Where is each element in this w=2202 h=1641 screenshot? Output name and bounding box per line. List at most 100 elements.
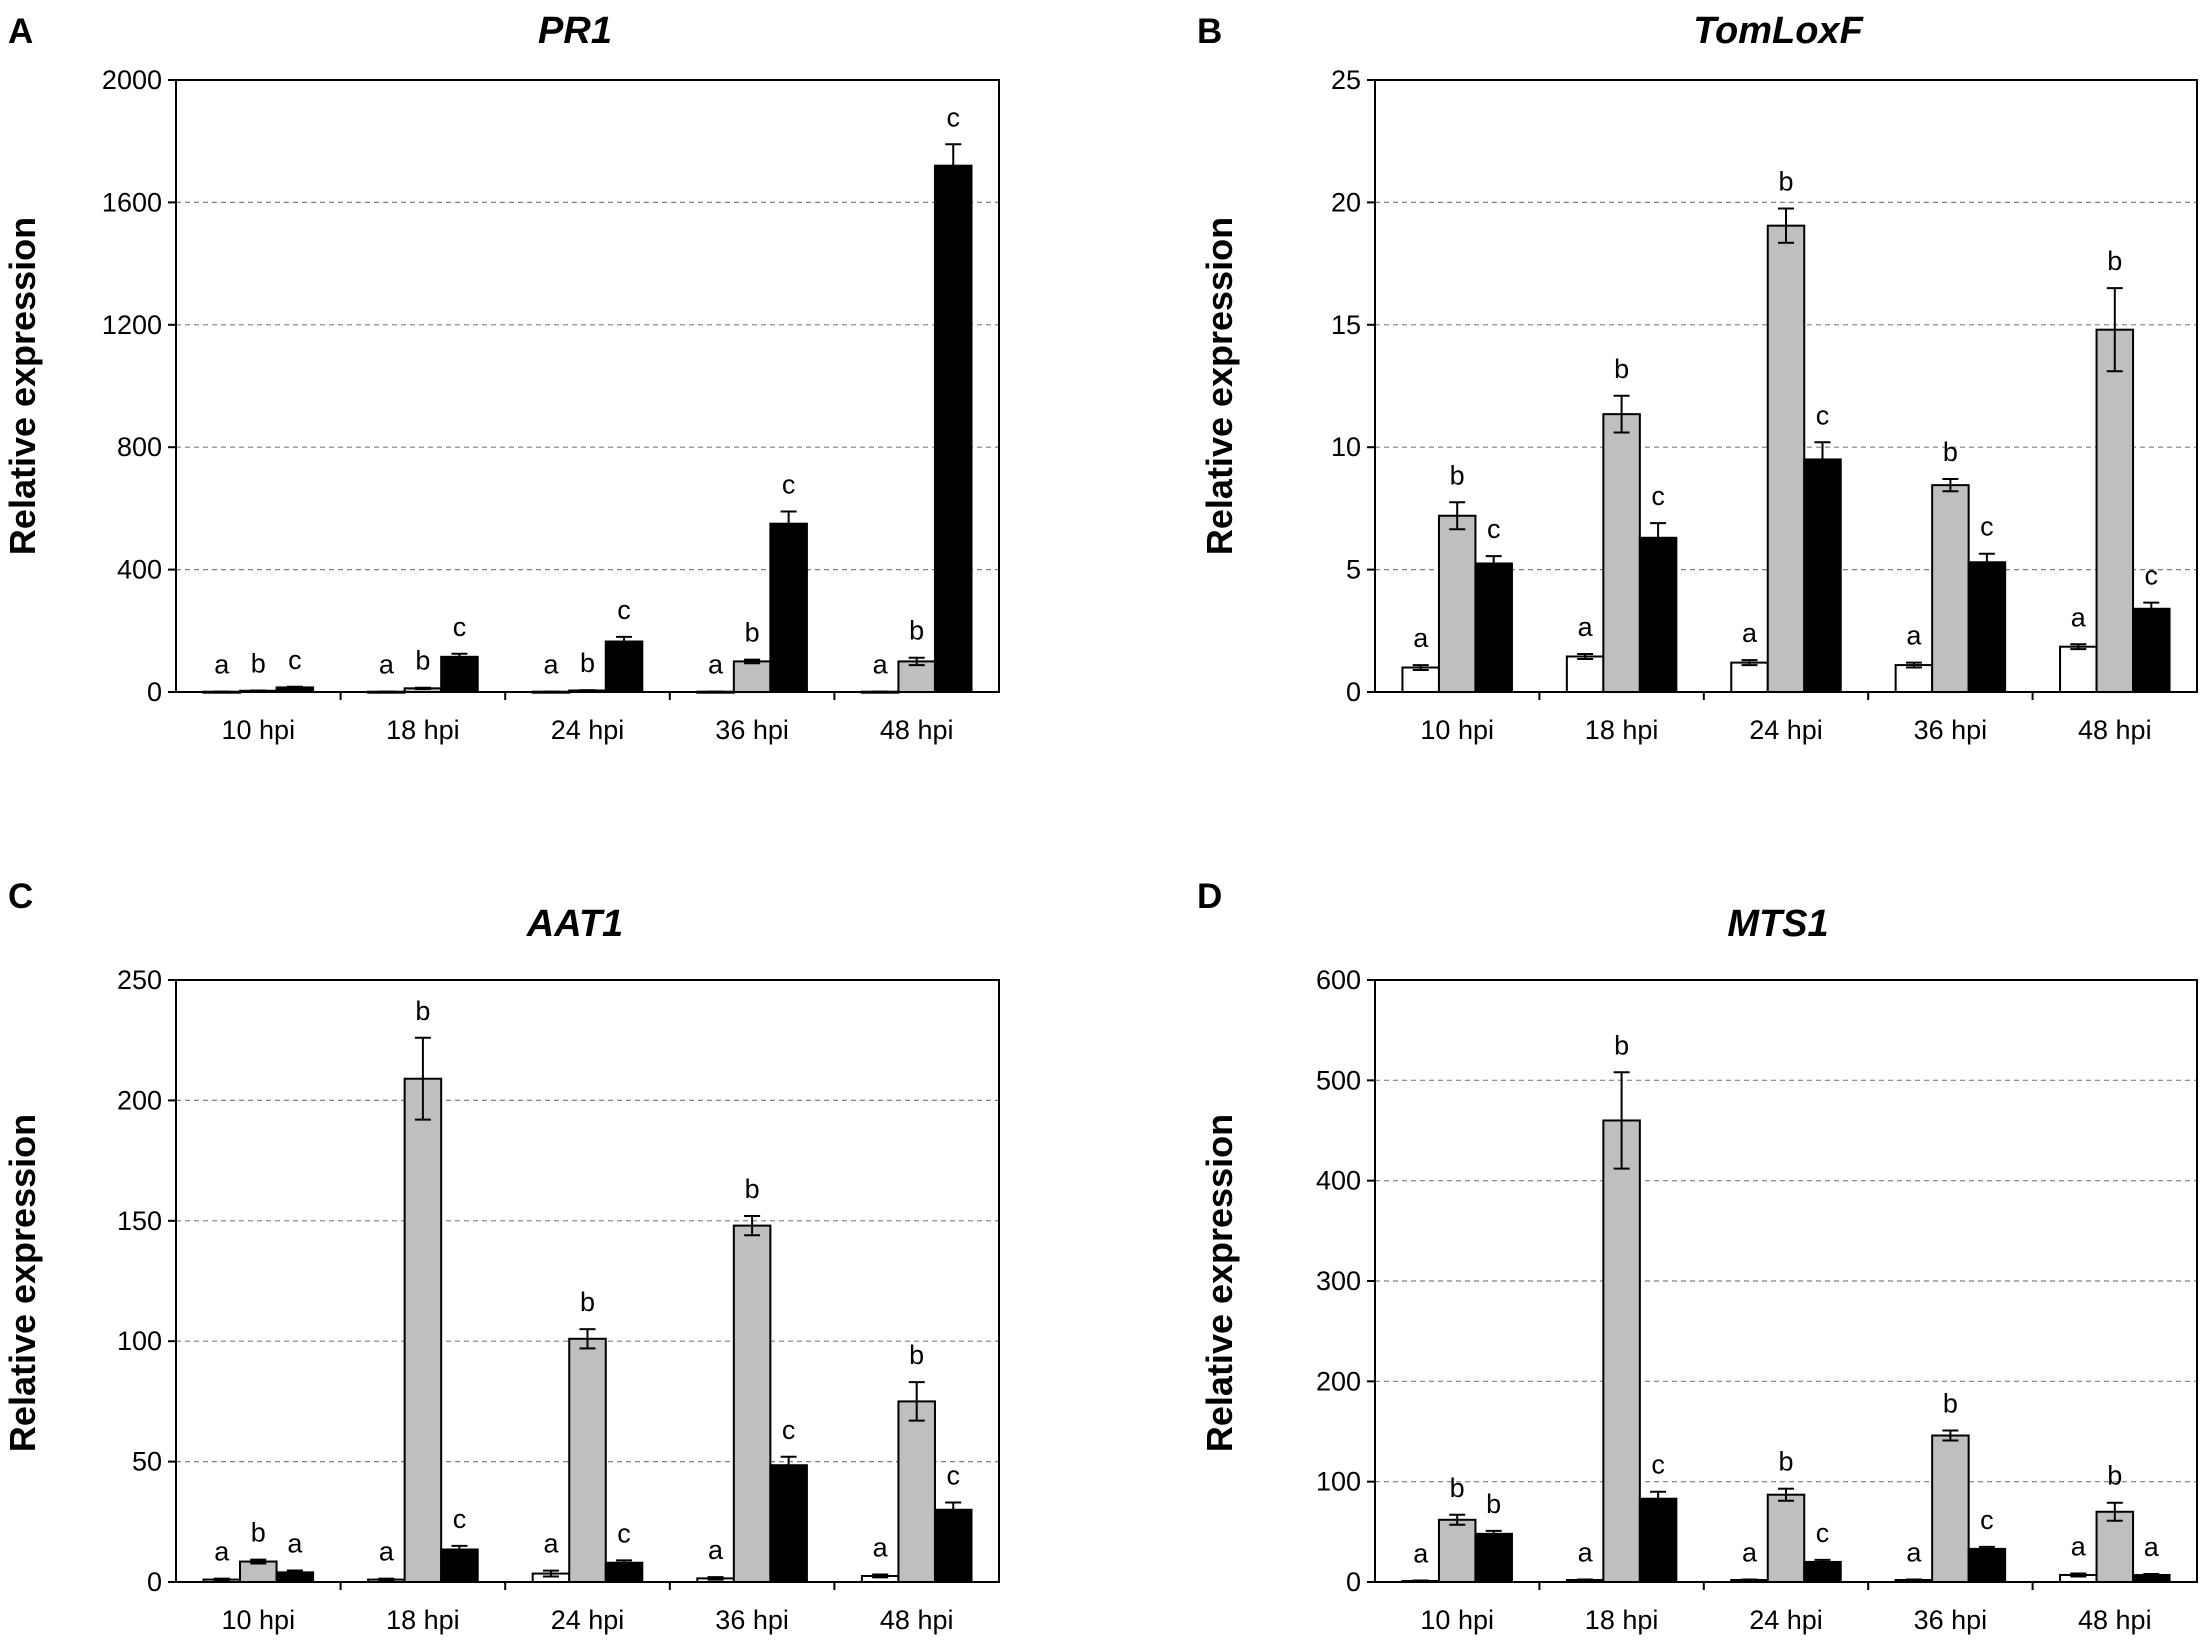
- bar-gray: [568, 1337, 607, 1583]
- y-tick-label: 10: [1331, 432, 1361, 462]
- x-tick-label: 48 hpi: [2078, 1605, 2152, 1635]
- bar-gray: [732, 660, 772, 694]
- bar-black: [933, 164, 973, 693]
- panel-b: B TomLoxF Relative expression 0 5 10 15 20 25 10 …: [1197, 10, 2198, 745]
- significance-letter: b: [745, 618, 760, 648]
- significance-letter: b: [909, 616, 924, 646]
- significance-letter: b: [415, 646, 430, 676]
- bar-black: [1474, 562, 1513, 693]
- bar-gray: [1437, 1518, 1477, 1583]
- x-tick-label: 10 hpi: [222, 1605, 296, 1635]
- y-tick-label: 25: [1331, 65, 1361, 95]
- significance-letter: c: [1980, 1505, 1994, 1535]
- significance-letter: c: [453, 612, 467, 642]
- bar-black: [440, 1548, 479, 1583]
- y-tick-label: 0: [147, 1567, 162, 1597]
- significance-letter: b: [745, 1174, 760, 1204]
- significance-letter: b: [2107, 1461, 2122, 1491]
- y-tick-label: 400: [1316, 1166, 1361, 1196]
- significance-letter: a: [379, 1537, 395, 1567]
- y-tick-label: 15: [1331, 310, 1361, 340]
- significance-letter: a: [1413, 623, 1429, 653]
- x-tick-label: 18 hpi: [386, 715, 460, 745]
- significance-letter: c: [617, 595, 631, 625]
- significance-letter: b: [2107, 246, 2122, 276]
- panel-letter: D: [1197, 877, 1222, 916]
- panel-letter: A: [8, 12, 33, 51]
- y-tick-label: 0: [1346, 1567, 1361, 1597]
- bar-gray: [732, 1224, 772, 1583]
- significance-letter: b: [1614, 1030, 1629, 1060]
- significance-letter: b: [1614, 354, 1629, 384]
- significance-letter: c: [453, 1504, 467, 1534]
- bar-gray: [1437, 514, 1477, 694]
- y-tick-label: 100: [1316, 1467, 1361, 1497]
- bar-gray: [897, 1400, 936, 1584]
- x-tick-label: 36 hpi: [1914, 1605, 1988, 1635]
- x-tick-label: 10 hpi: [222, 715, 296, 745]
- bar-black: [2132, 607, 2171, 694]
- bar-gray: [1931, 1434, 1970, 1583]
- bar-black: [1638, 536, 1678, 693]
- x-tick-label: 24 hpi: [551, 715, 625, 745]
- bar-black: [1474, 1532, 1513, 1583]
- x-tick-label: 18 hpi: [1585, 1605, 1659, 1635]
- y-axis-label: Relative expression: [1199, 217, 1240, 555]
- significance-letter: a: [2144, 1532, 2160, 1562]
- bar-gray: [2095, 1510, 2135, 1584]
- significance-letter: c: [288, 645, 302, 675]
- x-tick-label: 10 hpi: [1420, 715, 1494, 745]
- y-tick-label: 1200: [102, 310, 162, 340]
- panel-letter: C: [8, 877, 33, 916]
- significance-letter: c: [1651, 1450, 1665, 1480]
- significance-letter: c: [2145, 561, 2159, 591]
- y-tick-label: 500: [1316, 1065, 1361, 1095]
- significance-letter: a: [708, 1535, 724, 1565]
- chart-title: MTS1: [1727, 903, 1828, 945]
- significance-letter: b: [1778, 1447, 1793, 1477]
- bar-gray: [2095, 328, 2135, 693]
- y-tick-label: 50: [132, 1447, 162, 1477]
- bar-white: [2059, 645, 2098, 693]
- significance-letter: a: [1742, 618, 1758, 648]
- significance-letter: c: [1487, 514, 1501, 544]
- y-axis-label: Relative expression: [2, 217, 43, 555]
- significance-letter: b: [1450, 460, 1465, 490]
- significance-letter: a: [379, 650, 395, 680]
- chart-title: AAT1: [526, 903, 623, 945]
- y-axis-label: Relative expression: [1199, 1114, 1240, 1452]
- significance-letter: a: [214, 650, 230, 680]
- x-tick-label: 24 hpi: [1749, 715, 1823, 745]
- significance-letter: a: [543, 1529, 559, 1559]
- x-tick-label: 48 hpi: [2078, 715, 2152, 745]
- x-tick-label: 48 hpi: [880, 715, 954, 745]
- bar-gray: [403, 1077, 443, 1584]
- y-axis-label: Relative expression: [2, 1114, 43, 1452]
- y-tick-label: 600: [1316, 965, 1361, 995]
- x-tick-label: 24 hpi: [1749, 1605, 1823, 1635]
- significance-letter: a: [287, 1528, 303, 1558]
- bar-black: [1803, 458, 1842, 693]
- bar-gray: [1602, 1119, 1641, 1583]
- y-tick-label: 1600: [102, 187, 162, 217]
- x-tick-label: 10 hpi: [1420, 1605, 1494, 1635]
- y-tick-label: 150: [117, 1206, 162, 1236]
- bar-gray: [1602, 413, 1641, 693]
- significance-letter: a: [1578, 612, 1594, 642]
- significance-letter: a: [1906, 1537, 1922, 1567]
- bar-black: [1638, 1497, 1678, 1584]
- significance-letter: b: [251, 648, 266, 678]
- significance-letter: a: [2071, 602, 2087, 632]
- significance-letter: c: [946, 102, 960, 132]
- x-tick-label: 36 hpi: [715, 1605, 789, 1635]
- significance-letter: a: [214, 1537, 230, 1567]
- bar-black: [440, 655, 479, 693]
- significance-letter: b: [580, 1287, 595, 1317]
- significance-letter: a: [873, 650, 889, 680]
- y-tick-label: 800: [117, 432, 162, 462]
- bar-white: [1730, 661, 1769, 694]
- y-tick-label: 200: [1316, 1366, 1361, 1396]
- bar-white: [1565, 655, 1605, 694]
- significance-letter: c: [617, 1518, 631, 1548]
- bar-black: [933, 1508, 973, 1584]
